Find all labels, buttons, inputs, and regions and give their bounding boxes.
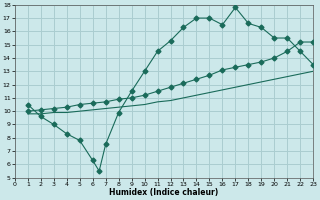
X-axis label: Humidex (Indice chaleur): Humidex (Indice chaleur)	[109, 188, 219, 197]
